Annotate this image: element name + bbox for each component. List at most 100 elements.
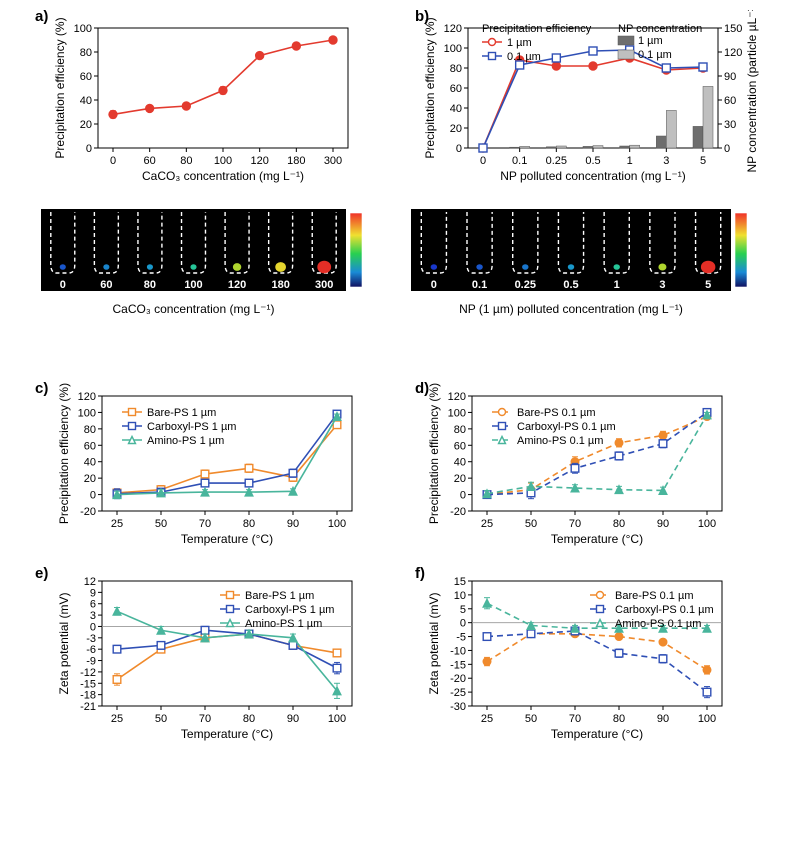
svg-text:0: 0	[431, 279, 437, 291]
svg-text:70: 70	[569, 713, 581, 725]
svg-text:90: 90	[657, 518, 669, 530]
svg-text:NP polluted concentration (mg: NP polluted concentration (mg L⁻¹)	[500, 169, 686, 183]
chart-f: -30-25-20-15-10-50510152550708090100Temp…	[410, 567, 750, 752]
svg-text:40: 40	[450, 103, 462, 115]
svg-text:120: 120	[78, 391, 96, 403]
chart-c: -200204060801001202550708090100Temperatu…	[40, 382, 380, 557]
svg-text:0: 0	[110, 155, 116, 167]
svg-text:60: 60	[144, 155, 156, 167]
wellplate-a: 060801001201803008001025225034754700CaCO…	[40, 208, 385, 328]
svg-text:3475: 3475	[365, 227, 385, 238]
svg-text:20: 20	[454, 473, 466, 485]
chart-a: 02040608010006080100120180300CaCO₃ conce…	[40, 10, 380, 200]
svg-text:60: 60	[84, 440, 96, 452]
svg-text:5: 5	[460, 604, 466, 616]
svg-text:70: 70	[199, 518, 211, 530]
svg-text:0.1: 0.1	[472, 279, 487, 291]
svg-text:-20: -20	[450, 673, 466, 685]
svg-text:60: 60	[100, 279, 112, 291]
svg-text:150: 150	[724, 23, 742, 35]
svg-text:90: 90	[287, 713, 299, 725]
svg-text:-15: -15	[450, 659, 466, 671]
svg-text:100: 100	[78, 407, 96, 419]
svg-text:120: 120	[724, 47, 742, 59]
svg-text:4000: 4000	[750, 208, 770, 219]
svg-text:40: 40	[84, 457, 96, 469]
svg-text:-30: -30	[450, 701, 466, 713]
svg-text:0.1 µm: 0.1 µm	[507, 51, 541, 63]
svg-text:-15: -15	[80, 678, 96, 690]
svg-text:100: 100	[444, 43, 462, 55]
svg-text:5: 5	[705, 279, 711, 291]
svg-text:NP (1 µm) polluted concentrati: NP (1 µm) polluted concentration (mg L⁻¹…	[459, 302, 683, 316]
svg-text:0.5: 0.5	[585, 155, 600, 167]
svg-text:40: 40	[454, 457, 466, 469]
svg-text:Bare-PS 1 µm: Bare-PS 1 µm	[245, 590, 314, 602]
svg-text:60: 60	[724, 95, 736, 107]
svg-text:0.5: 0.5	[563, 279, 578, 291]
svg-text:CaCO₃ concentration (mg L⁻¹): CaCO₃ concentration (mg L⁻¹)	[113, 302, 275, 316]
svg-text:Precipitation efficiency (%): Precipitation efficiency (%)	[53, 17, 67, 158]
svg-text:100: 100	[74, 23, 92, 35]
svg-text:3: 3	[663, 155, 669, 167]
svg-text:1 µm: 1 µm	[638, 35, 663, 47]
svg-text:120: 120	[444, 23, 462, 35]
svg-text:90: 90	[724, 71, 736, 83]
svg-text:0: 0	[90, 621, 96, 633]
svg-text:-25: -25	[450, 687, 466, 699]
svg-text:CaCO₃ concentration (mg L⁻¹): CaCO₃ concentration (mg L⁻¹)	[142, 169, 304, 183]
svg-text:Carboxyl-PS 0.1 µm: Carboxyl-PS 0.1 µm	[517, 421, 616, 433]
svg-text:1: 1	[627, 155, 633, 167]
svg-text:Temperature (°C): Temperature (°C)	[551, 727, 643, 741]
svg-text:60: 60	[80, 71, 92, 83]
svg-text:120: 120	[228, 279, 246, 291]
svg-text:100: 100	[328, 518, 346, 530]
svg-text:80: 80	[243, 713, 255, 725]
wellplate-b: 00.10.250.51351501113207630394000NP (1 µ…	[410, 208, 770, 328]
svg-text:Bare-PS 1 µm: Bare-PS 1 µm	[147, 407, 216, 419]
svg-text:80: 80	[180, 155, 192, 167]
svg-text:120: 120	[448, 391, 466, 403]
svg-text:0: 0	[460, 618, 466, 630]
svg-text:80: 80	[454, 424, 466, 436]
svg-text:Bare-PS 0.1 µm: Bare-PS 0.1 µm	[517, 407, 595, 419]
svg-text:1113: 1113	[750, 264, 770, 275]
svg-text:6: 6	[90, 599, 96, 611]
svg-text:Precipitation efficiency: Precipitation efficiency	[482, 23, 592, 35]
svg-text:100: 100	[214, 155, 232, 167]
svg-text:-12: -12	[80, 667, 96, 679]
svg-text:-18: -18	[80, 690, 96, 702]
svg-text:40: 40	[80, 95, 92, 107]
svg-text:Zeta potential (mV): Zeta potential (mV)	[57, 592, 71, 694]
svg-text:Precipitation efficiency (%): Precipitation efficiency (%)	[423, 17, 437, 158]
svg-text:0: 0	[456, 143, 462, 155]
svg-text:Amino-PS 1 µm: Amino-PS 1 µm	[245, 618, 322, 630]
svg-text:-3: -3	[86, 633, 96, 645]
chart-e: -21-18-15-12-9-6-30369122550708090100Tem…	[40, 567, 380, 752]
svg-text:Temperature (°C): Temperature (°C)	[181, 727, 273, 741]
svg-text:3: 3	[90, 610, 96, 622]
svg-text:5: 5	[700, 155, 706, 167]
svg-text:90: 90	[287, 518, 299, 530]
svg-text:3: 3	[659, 279, 665, 291]
svg-text:0.25: 0.25	[515, 279, 536, 291]
svg-text:50: 50	[525, 518, 537, 530]
svg-text:Bare-PS 0.1 µm: Bare-PS 0.1 µm	[615, 590, 693, 602]
svg-text:25: 25	[111, 518, 123, 530]
svg-text:NP concentration (particle µL⁻: NP concentration (particle µL⁻¹)	[745, 10, 759, 173]
svg-text:Carboxyl-PS 1 µm: Carboxyl-PS 1 µm	[147, 421, 236, 433]
svg-text:1: 1	[614, 279, 620, 291]
svg-text:0.1: 0.1	[512, 155, 527, 167]
svg-text:100: 100	[448, 407, 466, 419]
svg-text:3039: 3039	[750, 227, 770, 238]
svg-text:-9: -9	[86, 656, 96, 668]
svg-text:10: 10	[454, 590, 466, 602]
svg-text:12: 12	[84, 576, 96, 588]
svg-text:80: 80	[243, 518, 255, 530]
svg-text:50: 50	[155, 713, 167, 725]
svg-text:Carboxyl-PS 0.1 µm: Carboxyl-PS 0.1 µm	[615, 604, 714, 616]
svg-text:2250: 2250	[365, 245, 385, 256]
svg-text:100: 100	[698, 713, 716, 725]
svg-text:800: 800	[365, 282, 382, 293]
svg-text:2076: 2076	[750, 245, 770, 256]
